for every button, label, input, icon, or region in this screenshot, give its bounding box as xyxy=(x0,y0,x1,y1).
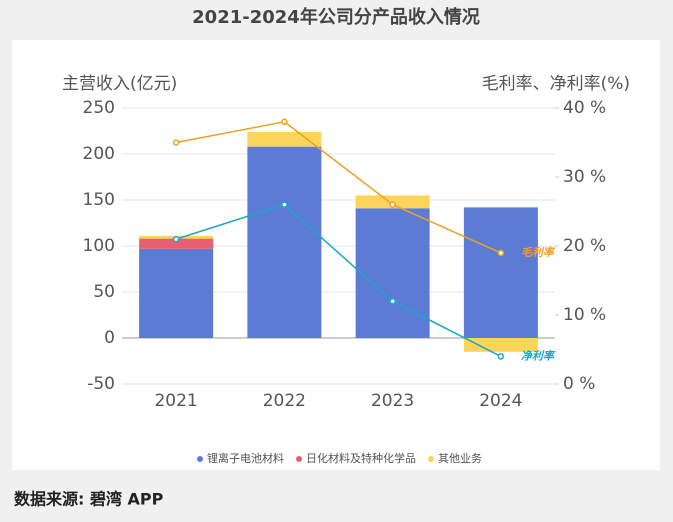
x-tick-label: 2021 xyxy=(154,391,197,411)
point xyxy=(389,201,396,208)
y2-tick-label: 30 % xyxy=(563,167,606,187)
point xyxy=(281,118,288,126)
bar-segment xyxy=(139,248,214,338)
line xyxy=(175,121,502,254)
y2-tick-label: 0 % xyxy=(563,374,595,394)
point xyxy=(281,201,288,208)
bar-segment xyxy=(463,338,538,352)
point xyxy=(497,249,505,257)
point xyxy=(172,139,180,146)
y-tick-label: 0 xyxy=(104,328,115,348)
bar-segment xyxy=(139,238,214,249)
y-tick-label: -50 xyxy=(87,374,115,394)
y-tick-label: 250 xyxy=(83,98,115,118)
legend-label: 日化材料及特种化学品 xyxy=(306,451,416,465)
line-label: 毛利率 xyxy=(521,246,556,259)
legend-marker xyxy=(428,456,434,462)
source: 数据来源: 碧湾 APP xyxy=(14,490,164,509)
x-tick-label: 2024 xyxy=(479,391,522,411)
y-tick-label: 200 xyxy=(83,144,115,164)
line xyxy=(175,203,502,358)
bar-segment xyxy=(355,208,430,338)
point xyxy=(389,297,396,305)
legend-label: 锂离子电池材料 xyxy=(207,451,284,465)
point xyxy=(172,235,180,243)
legend-marker xyxy=(197,456,203,462)
title: 2021-2024年公司分产品收入情况 xyxy=(192,6,480,28)
x-tick-label: 2023 xyxy=(371,391,414,411)
bar-segment xyxy=(247,131,322,147)
line-label: 净利率 xyxy=(521,349,556,362)
y-tick-label: 100 xyxy=(83,236,115,256)
panel xyxy=(12,40,660,470)
bar-segment xyxy=(247,146,322,338)
y2-tick-label: 40 % xyxy=(563,98,606,118)
y-axis-title: 主营收入(亿元) xyxy=(62,74,177,94)
x-tick-label: 2022 xyxy=(263,391,306,411)
bar-segment xyxy=(463,207,538,338)
y2-tick-label: 20 % xyxy=(563,236,606,256)
legend-marker xyxy=(296,456,302,462)
legend-label: 其他业务 xyxy=(438,452,482,465)
y2-tick-label: 10 % xyxy=(563,305,606,325)
y-tick-label: 150 xyxy=(83,190,115,210)
y-tick-label: 50 xyxy=(93,282,115,302)
y2-axis-title: 毛利率、净利率(%) xyxy=(482,74,630,94)
point xyxy=(497,353,505,360)
